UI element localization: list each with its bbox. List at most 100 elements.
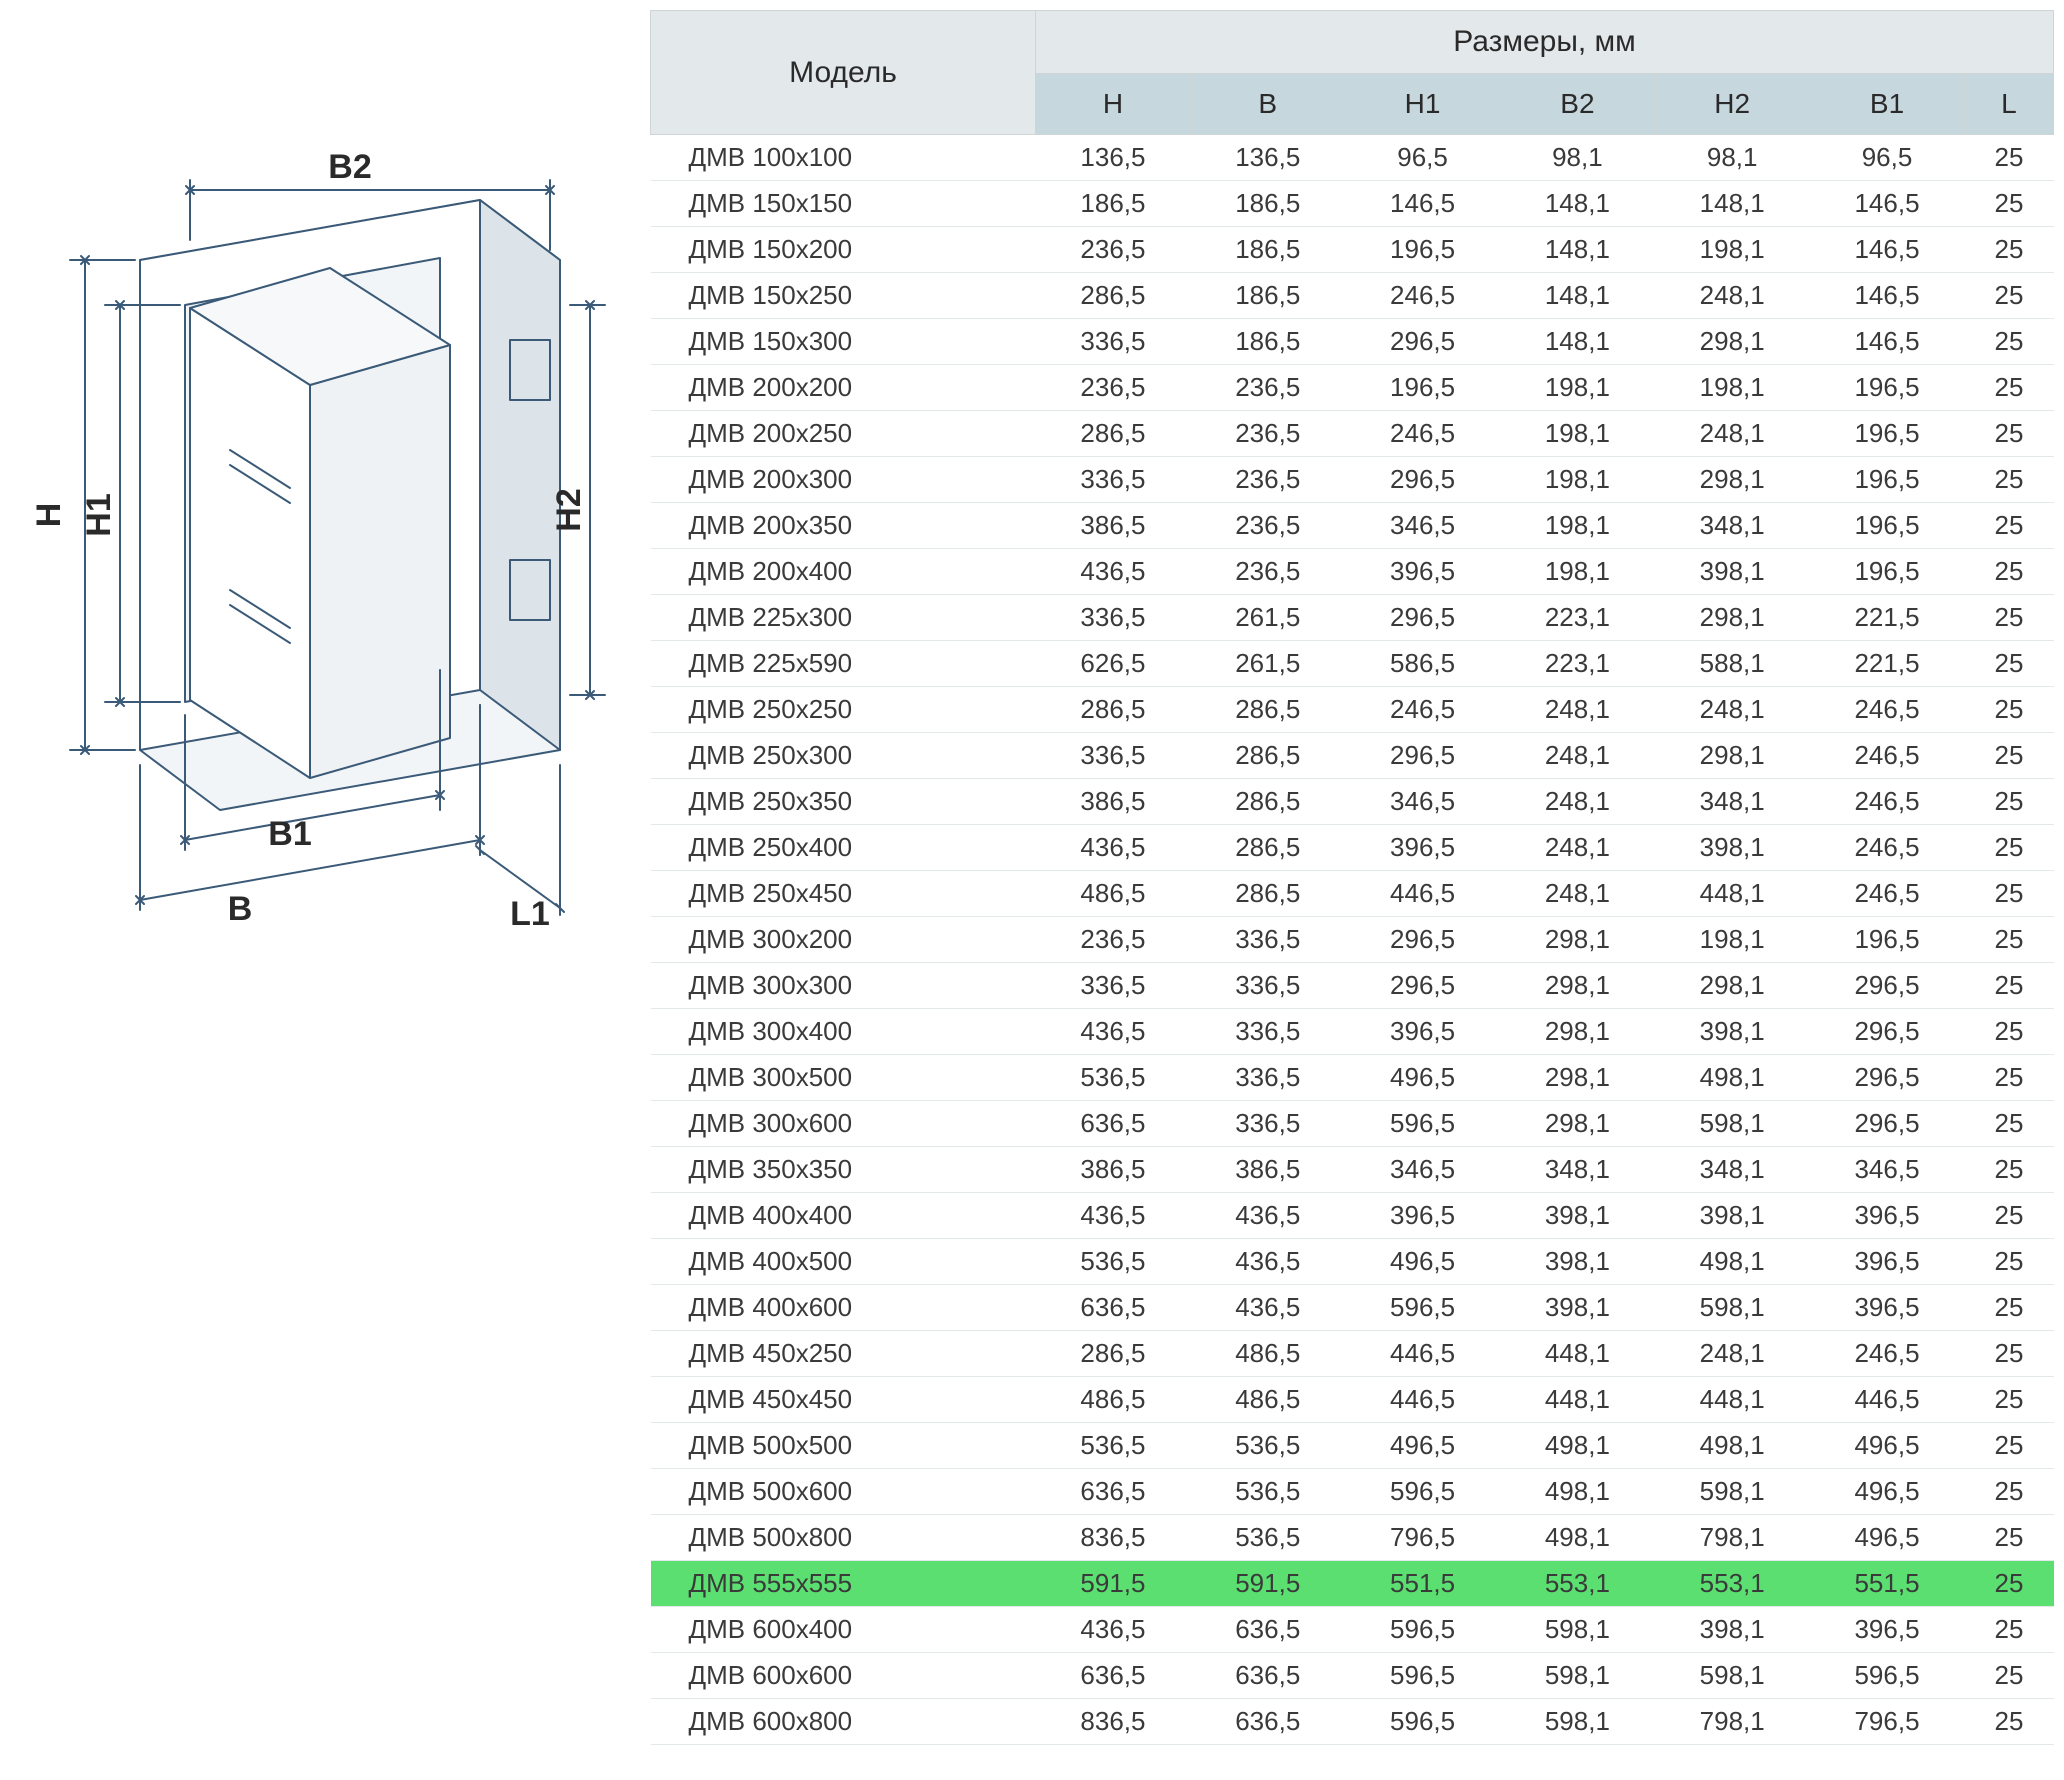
cell-value: 498,1 (1500, 1423, 1655, 1469)
cell-value: 636,5 (1190, 1607, 1345, 1653)
cell-value: 25 (1964, 1009, 2053, 1055)
cell-value: 96,5 (1345, 135, 1500, 181)
cell-value: 396,5 (1810, 1239, 1965, 1285)
table-row: ДМВ 300х600636,5336,5596,5298,1598,1296,… (651, 1101, 2054, 1147)
cell-value: 336,5 (1036, 319, 1191, 365)
table-row: ДМВ 150х150186,5186,5146,5148,1148,1146,… (651, 181, 2054, 227)
cell-value: 396,5 (1345, 1193, 1500, 1239)
cell-value: 236,5 (1036, 365, 1191, 411)
cell-value: 236,5 (1190, 411, 1345, 457)
cell-value: 336,5 (1036, 457, 1191, 503)
cell-value: 236,5 (1036, 227, 1191, 273)
cell-value: 25 (1964, 1653, 2053, 1699)
cell-model: ДМВ 450х250 (651, 1331, 1036, 1377)
cell-value: 598,1 (1500, 1653, 1655, 1699)
table-body: ДМВ 100х100136,5136,596,598,198,196,525Д… (651, 135, 2054, 1745)
cell-value: 298,1 (1500, 963, 1655, 1009)
cell-value: 248,1 (1500, 733, 1655, 779)
cell-value: 25 (1964, 641, 2053, 687)
cell-value: 536,5 (1190, 1515, 1345, 1561)
cell-value: 25 (1964, 779, 2053, 825)
cell-value: 186,5 (1190, 227, 1345, 273)
cell-value: 223,1 (1500, 641, 1655, 687)
cell-value: 146,5 (1810, 273, 1965, 319)
cell-value: 636,5 (1036, 1285, 1191, 1331)
cell-value: 198,1 (1655, 365, 1810, 411)
table-row: ДМВ 500х500536,5536,5496,5498,1498,1496,… (651, 1423, 2054, 1469)
cell-model: ДМВ 200х200 (651, 365, 1036, 411)
cell-value: 336,5 (1036, 733, 1191, 779)
cell-value: 25 (1964, 227, 2053, 273)
table-row: ДМВ 250х400436,5286,5396,5248,1398,1246,… (651, 825, 2054, 871)
cell-value: 553,1 (1500, 1561, 1655, 1607)
table-row: ДМВ 555х555591,5591,5551,5553,1553,1551,… (651, 1561, 2054, 1607)
cell-value: 336,5 (1190, 1101, 1345, 1147)
cell-value: 496,5 (1345, 1423, 1500, 1469)
cell-model: ДМВ 200х400 (651, 549, 1036, 595)
cell-value: 298,1 (1500, 1055, 1655, 1101)
table-row: ДМВ 150х300336,5186,5296,5148,1298,1146,… (651, 319, 2054, 365)
table-row: ДМВ 500х600636,5536,5596,5498,1598,1496,… (651, 1469, 2054, 1515)
cell-value: 336,5 (1036, 595, 1191, 641)
cell-value: 146,5 (1810, 227, 1965, 273)
cell-value: 486,5 (1036, 1377, 1191, 1423)
cell-value: 486,5 (1190, 1331, 1345, 1377)
cell-value: 436,5 (1036, 549, 1191, 595)
cell-value: 536,5 (1036, 1055, 1191, 1101)
cell-value: 598,1 (1500, 1699, 1655, 1745)
table-row: ДМВ 600х400436,5636,5596,5598,1398,1396,… (651, 1607, 2054, 1653)
cell-value: 636,5 (1190, 1699, 1345, 1745)
cell-value: 25 (1964, 1193, 2053, 1239)
cell-value: 396,5 (1345, 825, 1500, 871)
label-h2: H2 (550, 488, 588, 531)
table-row: ДМВ 350х350386,5386,5346,5348,1348,1346,… (651, 1147, 2054, 1193)
cell-value: 386,5 (1036, 1147, 1191, 1193)
table-row: ДМВ 250х250286,5286,5246,5248,1248,1246,… (651, 687, 2054, 733)
cell-value: 148,1 (1500, 181, 1655, 227)
cell-value: 296,5 (1810, 963, 1965, 1009)
cell-value: 286,5 (1036, 273, 1191, 319)
cell-value: 25 (1964, 1331, 2053, 1377)
cell-value: 148,1 (1655, 181, 1810, 227)
cell-value: 596,5 (1345, 1699, 1500, 1745)
cell-value: 25 (1964, 1423, 2053, 1469)
cell-value: 246,5 (1810, 779, 1965, 825)
cell-value: 196,5 (1810, 411, 1965, 457)
cell-model: ДМВ 200х300 (651, 457, 1036, 503)
table-row: ДМВ 200х350386,5236,5346,5198,1348,1196,… (651, 503, 2054, 549)
cell-value: 586,5 (1345, 641, 1500, 687)
table-row: ДМВ 250х450486,5286,5446,5248,1448,1246,… (651, 871, 2054, 917)
cell-value: 186,5 (1190, 273, 1345, 319)
cell-value: 246,5 (1810, 733, 1965, 779)
cell-value: 486,5 (1190, 1377, 1345, 1423)
cell-value: 96,5 (1810, 135, 1965, 181)
label-h1: H1 (80, 493, 118, 536)
cell-value: 25 (1964, 733, 2053, 779)
cell-value: 196,5 (1810, 549, 1965, 595)
cell-value: 25 (1964, 963, 2053, 1009)
cell-value: 198,1 (1500, 457, 1655, 503)
cell-value: 25 (1964, 319, 2053, 365)
cell-model: ДМВ 300х400 (651, 1009, 1036, 1055)
cell-value: 498,1 (1500, 1469, 1655, 1515)
cell-value: 198,1 (1500, 549, 1655, 595)
col-h1: H1 (1345, 74, 1500, 135)
cell-value: 196,5 (1345, 365, 1500, 411)
table-row: ДМВ 200х250286,5236,5246,5198,1248,1196,… (651, 411, 2054, 457)
cell-value: 25 (1964, 1699, 2053, 1745)
cell-value: 25 (1964, 1239, 2053, 1285)
cell-value: 398,1 (1655, 1009, 1810, 1055)
cell-model: ДМВ 150х250 (651, 273, 1036, 319)
table-row: ДМВ 150х200236,5186,5196,5148,1198,1146,… (651, 227, 2054, 273)
cell-value: 348,1 (1500, 1147, 1655, 1193)
cell-model: ДМВ 200х350 (651, 503, 1036, 549)
cell-value: 196,5 (1810, 917, 1965, 963)
cell-value: 498,1 (1655, 1055, 1810, 1101)
cell-model: ДМВ 100х100 (651, 135, 1036, 181)
cell-value: 536,5 (1190, 1423, 1345, 1469)
cell-model: ДМВ 300х200 (651, 917, 1036, 963)
cell-value: 296,5 (1810, 1101, 1965, 1147)
table-row: ДМВ 600х800836,5636,5596,5598,1798,1796,… (651, 1699, 2054, 1745)
cell-value: 591,5 (1190, 1561, 1345, 1607)
col-h2: H2 (1655, 74, 1810, 135)
